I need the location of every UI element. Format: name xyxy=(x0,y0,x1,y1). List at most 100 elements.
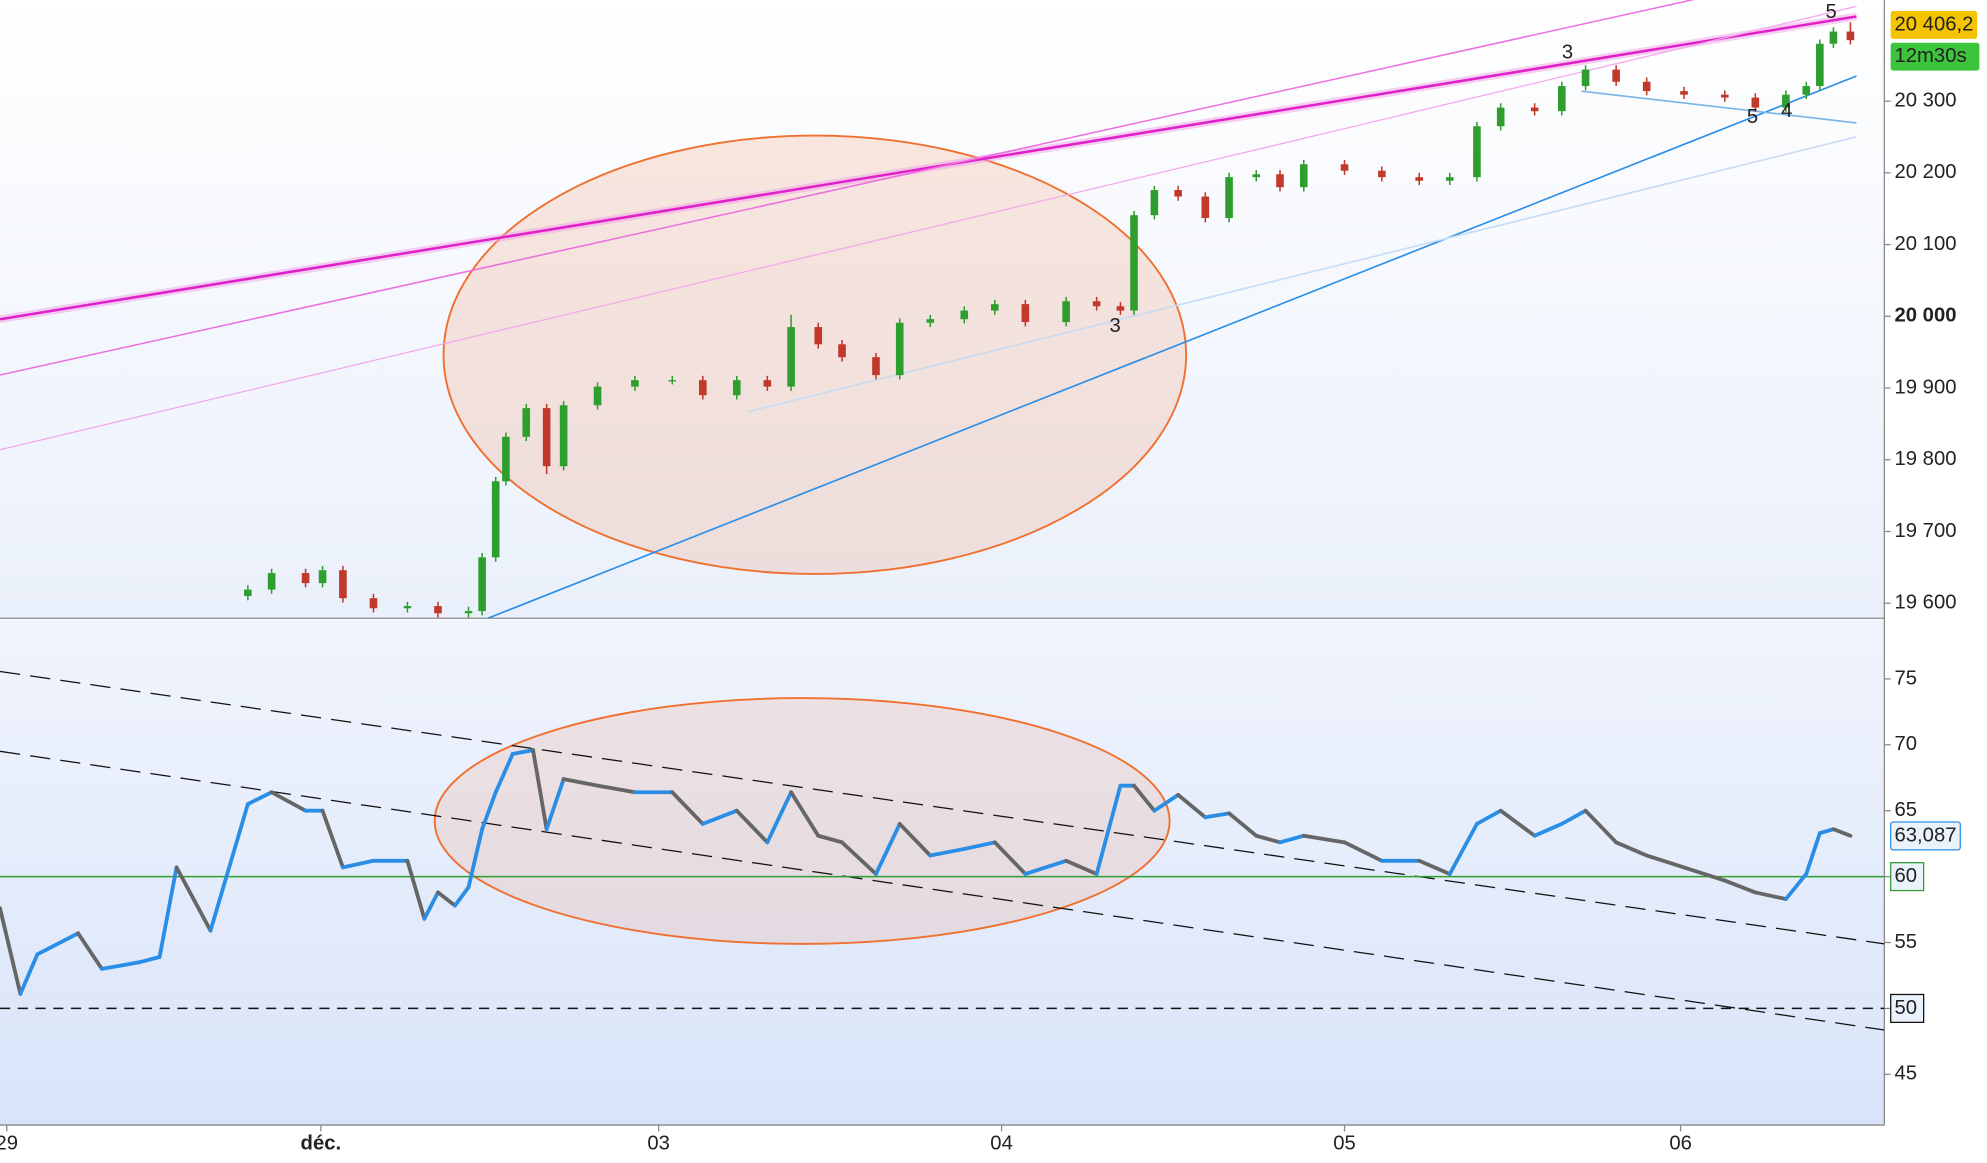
candle-body xyxy=(1816,43,1824,87)
wave-label: 3 xyxy=(1562,42,1573,64)
rsi-segment xyxy=(1722,878,1758,895)
candle-body xyxy=(1116,306,1125,311)
rsi-segment xyxy=(174,865,213,933)
rsi-segment xyxy=(840,840,878,876)
candle-body xyxy=(1201,196,1210,219)
trend-line xyxy=(747,136,1857,413)
candle-body xyxy=(1299,164,1308,188)
y-tick-label: 75 xyxy=(1894,667,1917,689)
candle-body xyxy=(502,436,510,482)
countdown-box xyxy=(1890,42,1980,71)
candle-body xyxy=(1174,190,1182,197)
countdown: 12m30s xyxy=(1894,45,1966,67)
rsi-segment xyxy=(422,890,440,921)
x-tick-label: 06 xyxy=(1669,1132,1692,1154)
candle-body xyxy=(787,327,795,387)
y-tick-label: 70 xyxy=(1894,733,1917,755)
rsi-segment xyxy=(1301,833,1347,845)
candle-body xyxy=(1062,301,1070,323)
candle-body xyxy=(559,405,568,467)
rsi-segment xyxy=(1152,792,1181,813)
candle-body xyxy=(960,310,969,320)
candle-body xyxy=(339,570,347,599)
y-tick-label: 65 xyxy=(1894,799,1917,821)
price-pane xyxy=(0,0,1885,619)
rsi-segment xyxy=(1644,853,1686,870)
y-tick-label: 45 xyxy=(1894,1063,1917,1085)
rsi-line xyxy=(0,748,1885,1010)
candle-body xyxy=(1130,215,1138,311)
y-tick-label: 20 000 xyxy=(1894,305,1956,327)
rsi-segment xyxy=(320,808,345,870)
candle-body xyxy=(699,380,707,396)
candle-body xyxy=(991,304,999,311)
rsi-segment xyxy=(670,790,705,826)
rsi-pane xyxy=(0,619,1885,1126)
rsi-drawings xyxy=(0,670,1885,1031)
rsi-segment xyxy=(1682,865,1727,883)
candle-body xyxy=(1530,107,1539,112)
candle-body xyxy=(1720,94,1729,98)
candle-body xyxy=(542,408,551,467)
rsi-segment xyxy=(245,790,274,807)
candle-body xyxy=(732,380,741,396)
candle-body xyxy=(1581,69,1590,87)
candle-body xyxy=(1150,190,1159,216)
candles xyxy=(244,22,1855,618)
candle-body xyxy=(1473,126,1481,178)
rsi-segment xyxy=(765,790,793,845)
rsi-segment xyxy=(1254,833,1282,845)
rsi-segment xyxy=(531,748,549,832)
candle-body xyxy=(522,408,531,437)
value-label-box xyxy=(1890,821,1961,851)
candle-body xyxy=(593,386,602,406)
wave-label: 3 xyxy=(1110,315,1121,337)
rsi-segment xyxy=(208,802,250,933)
rsi-segment xyxy=(510,748,535,756)
candle-body xyxy=(1445,177,1454,181)
candle-body xyxy=(1829,31,1838,44)
trend-line xyxy=(0,5,1857,451)
value-label: 20 406,2 xyxy=(1894,13,1973,35)
x-tick-label: 04 xyxy=(990,1132,1013,1154)
rsi-segment xyxy=(1614,840,1649,858)
axis-area xyxy=(1884,0,1987,1158)
rsi-segment xyxy=(1417,858,1452,876)
candle-body xyxy=(491,481,500,558)
rsi-segment xyxy=(436,890,457,908)
rsi-segment xyxy=(1132,783,1157,813)
candle-body xyxy=(814,327,823,345)
candle-body xyxy=(763,380,772,387)
candle-body xyxy=(1612,69,1620,82)
y-tick-label: 20 200 xyxy=(1894,161,1956,183)
rsi-segment xyxy=(35,931,80,957)
rsi-segment xyxy=(1559,808,1588,826)
y-tick-label: 20 300 xyxy=(1894,89,1956,111)
rsi-segment xyxy=(1064,858,1099,876)
candle-body xyxy=(369,598,378,609)
candle-body xyxy=(631,380,639,387)
rsi-segment xyxy=(157,865,179,959)
candle-body xyxy=(301,573,310,584)
rsi-segment xyxy=(1817,827,1836,836)
rsi-segment xyxy=(1023,858,1069,876)
rsi-segment xyxy=(480,790,498,832)
x-tick-label: 03 xyxy=(647,1132,670,1154)
rsi-segment xyxy=(544,777,566,832)
rsi-segment xyxy=(269,790,308,813)
candle-body xyxy=(1340,164,1349,171)
rsi-segment xyxy=(1176,792,1208,820)
rsi-segment xyxy=(76,931,104,971)
y-tick-label: 19 700 xyxy=(1894,520,1956,542)
rsi-segment xyxy=(1783,872,1809,901)
candle-body xyxy=(434,606,442,614)
candle-body xyxy=(318,570,327,584)
rsi-segment xyxy=(1831,827,1853,838)
trend-line xyxy=(0,15,1857,321)
rsi-segment xyxy=(789,790,821,838)
rsi-segment xyxy=(1498,808,1537,838)
value-label: 63,087 xyxy=(1894,824,1956,846)
candle-body xyxy=(872,357,880,376)
candle-body xyxy=(1276,174,1284,188)
rsi-segment xyxy=(1753,890,1788,901)
